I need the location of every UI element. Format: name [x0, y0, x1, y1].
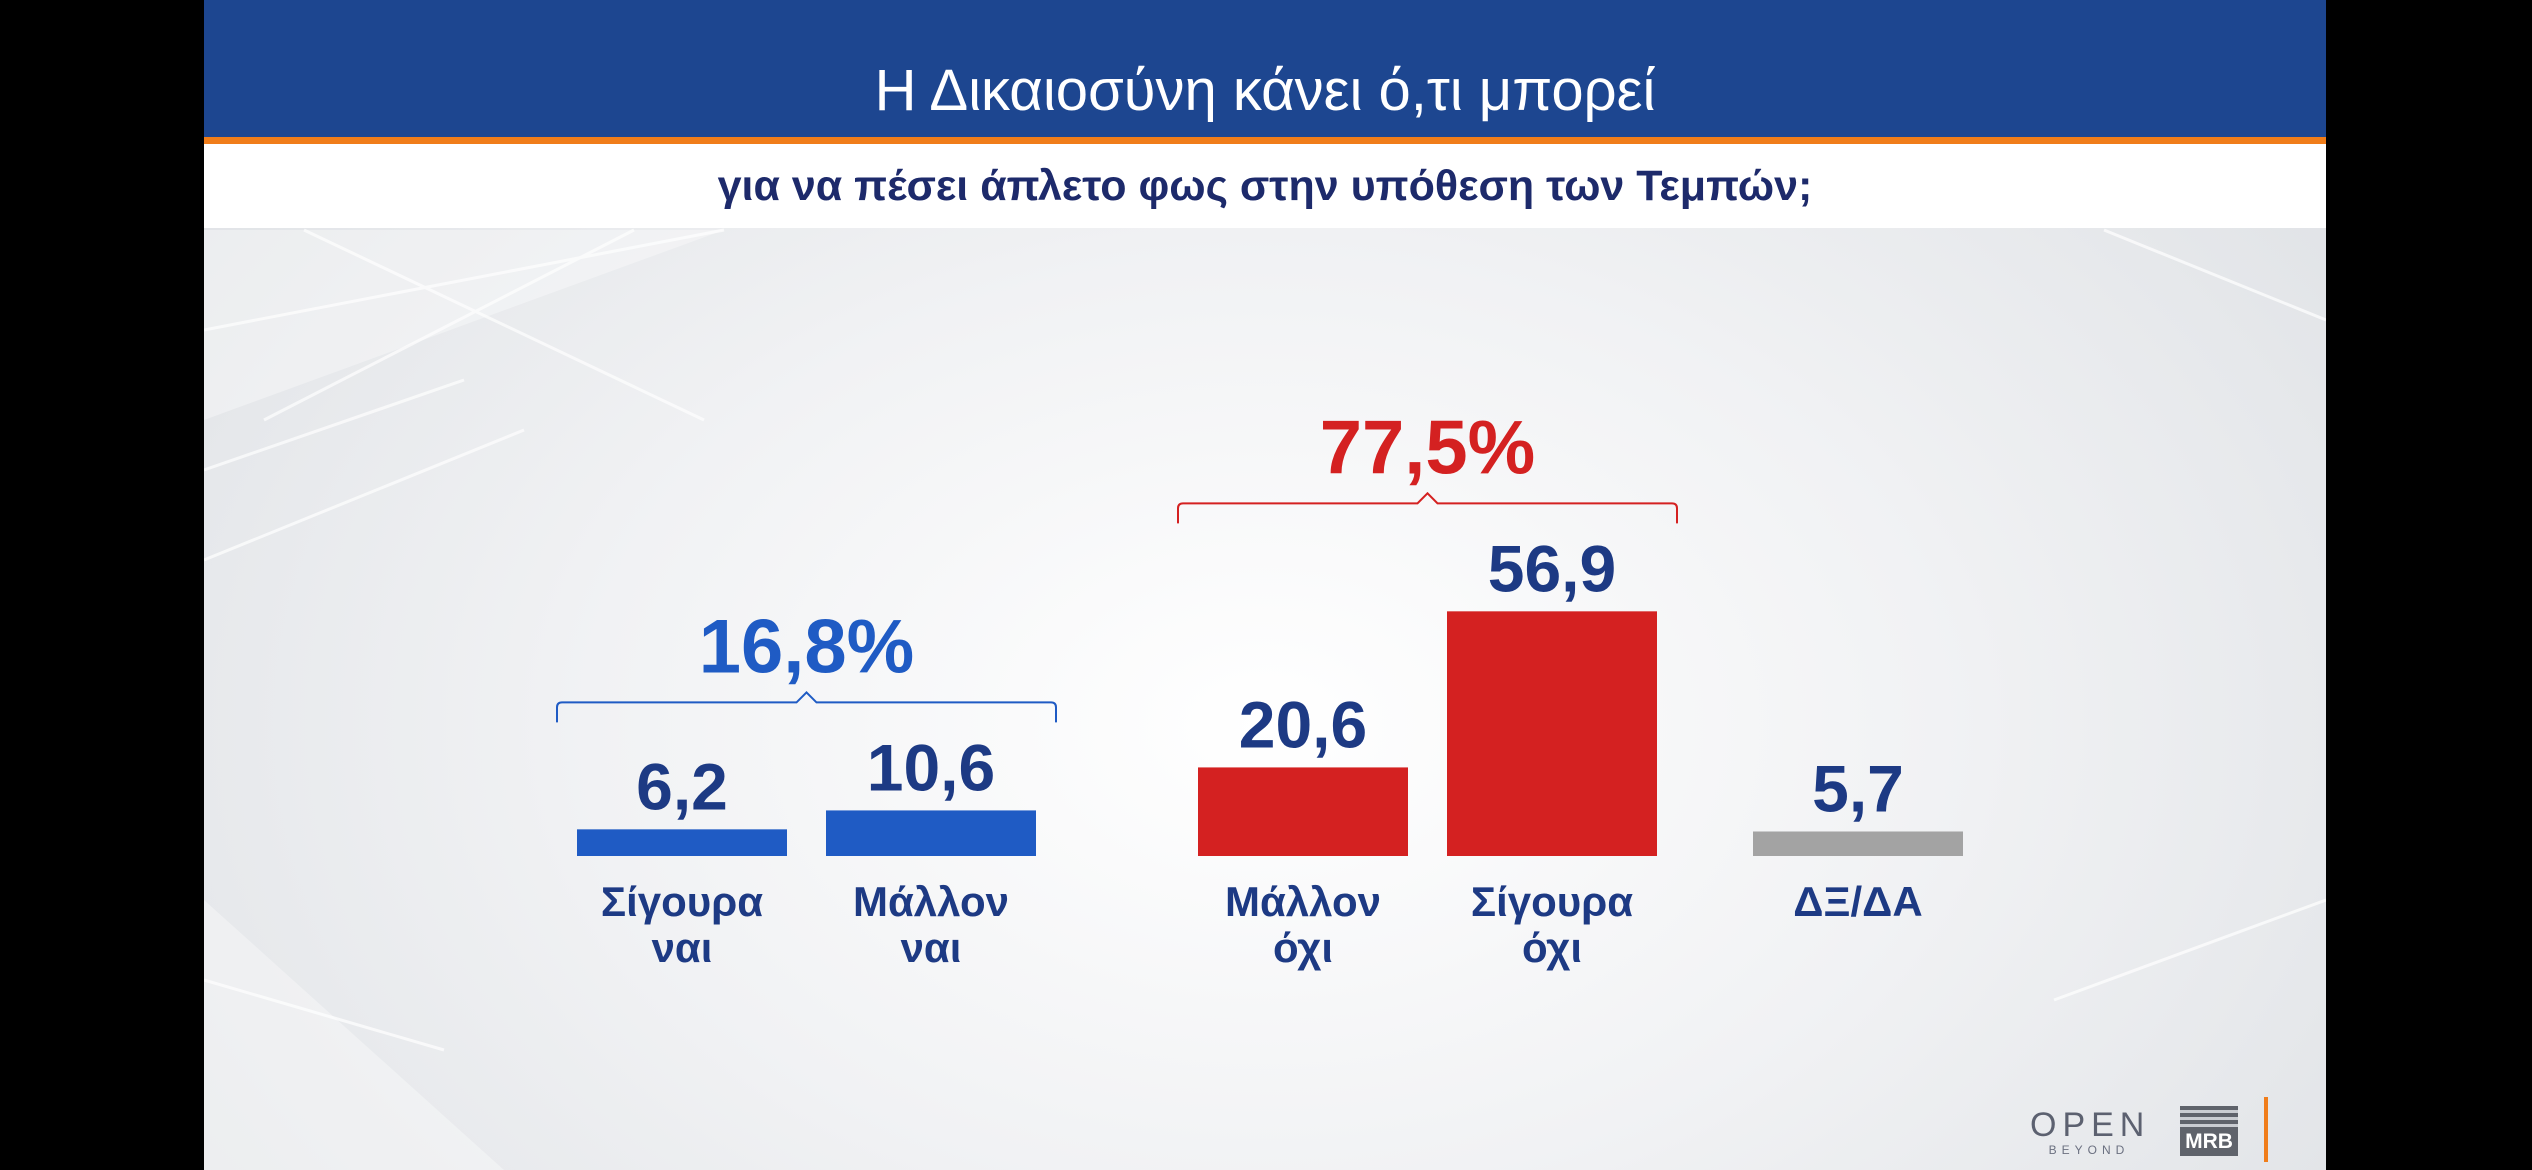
bar-2: [1198, 767, 1408, 856]
category-label-1-0: Μάλλον: [853, 878, 1009, 925]
category-label-0-1: ναι: [652, 924, 713, 971]
bar-4: [1753, 831, 1963, 856]
open-logo: OPEN: [2030, 1106, 2151, 1144]
chart-slide: Η Δικαιοσύνη κάνει ό,τι μπορεί για να πέ…: [204, 0, 2326, 1170]
value-label-2: 20,6: [1239, 687, 1367, 761]
mrb-logo-text: MRB: [2185, 1130, 2233, 1153]
accent-line: [204, 137, 2326, 144]
open-logo-tagline: BEYOND: [2048, 1143, 2130, 1157]
category-label-4-0: ΔΞ/ΔΑ: [1793, 878, 1922, 925]
value-label-0: 6,2: [636, 749, 728, 823]
group-total-label-1: 77,5%: [1320, 405, 1536, 490]
category-label-0-0: Σίγουρα: [601, 878, 763, 925]
bar-chart: 6,2Σίγουραναι10,6Μάλλονναι20,6Μάλλονόχι5…: [556, 405, 1963, 971]
mrb-logo: MRB: [2180, 1106, 2238, 1156]
background-pattern: [204, 228, 2326, 1170]
category-label-3-1: όχι: [1522, 924, 1582, 971]
bar-0: [577, 829, 787, 856]
subtitle-bar: για να πέσει άπλετο φως στην υπόθεση των…: [204, 144, 2326, 228]
value-label-1: 10,6: [867, 730, 995, 804]
category-label-3-0: Σίγουρα: [1471, 878, 1633, 925]
chart-subtitle: για να πέσει άπλετο φως στην υπόθεση των…: [717, 162, 1813, 210]
title-bar: Η Δικαιοσύνη κάνει ό,τι μπορεί: [204, 0, 2326, 137]
group-bracket-1: [1177, 491, 1678, 524]
value-label-3: 56,9: [1488, 531, 1616, 605]
category-label-2-0: Μάλλον: [1225, 878, 1381, 925]
category-label-1-1: ναι: [901, 924, 962, 971]
bar-1: [826, 810, 1036, 856]
group-total-label-0: 16,8%: [699, 604, 915, 689]
chart-title: Η Δικαιοσύνη κάνει ό,τι μπορεί: [874, 58, 1656, 123]
value-label-4: 5,7: [1812, 751, 1904, 825]
category-label-2-1: όχι: [1273, 924, 1333, 971]
bar-3: [1447, 611, 1657, 856]
logo-divider: [2264, 1097, 2268, 1162]
group-bracket-0: [556, 691, 1057, 723]
